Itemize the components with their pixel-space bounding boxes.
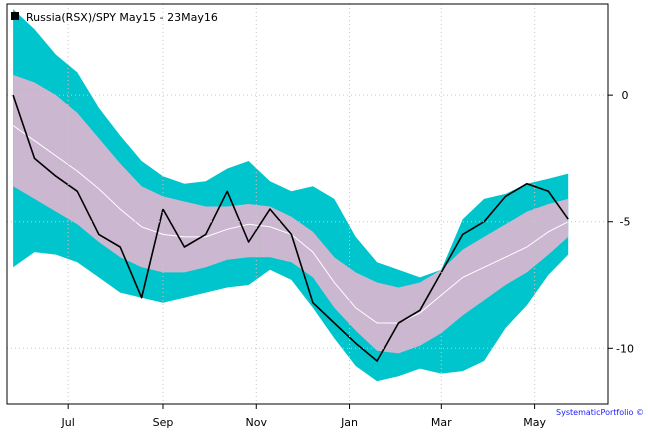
y-tick-label: 0 — [622, 89, 629, 102]
axes: Jul Sep Nov Jan Mar May 0 -5 -10 — [61, 89, 634, 429]
chart-title: Russia(RSX)/SPY May15 - 23May16 — [26, 11, 218, 24]
x-tick-label: May — [523, 416, 546, 429]
x-tick-label: Jan — [340, 416, 358, 429]
y-tick-label: -10 — [616, 342, 634, 355]
x-tick-label: Mar — [431, 416, 452, 429]
x-tick-label: Nov — [246, 416, 268, 429]
credit-label: SystematicPortfolio © — [556, 408, 644, 417]
x-tick-label: Sep — [153, 416, 174, 429]
legend-swatch — [11, 12, 19, 20]
x-tick-label: Jul — [61, 416, 75, 429]
price-line — [12, 94, 569, 362]
plot-area — [12, 9, 569, 382]
y-tick-label: -5 — [620, 216, 631, 229]
plot-border — [6, 3, 609, 405]
inner-band — [13, 74, 569, 354]
gridlines — [7, 4, 608, 404]
